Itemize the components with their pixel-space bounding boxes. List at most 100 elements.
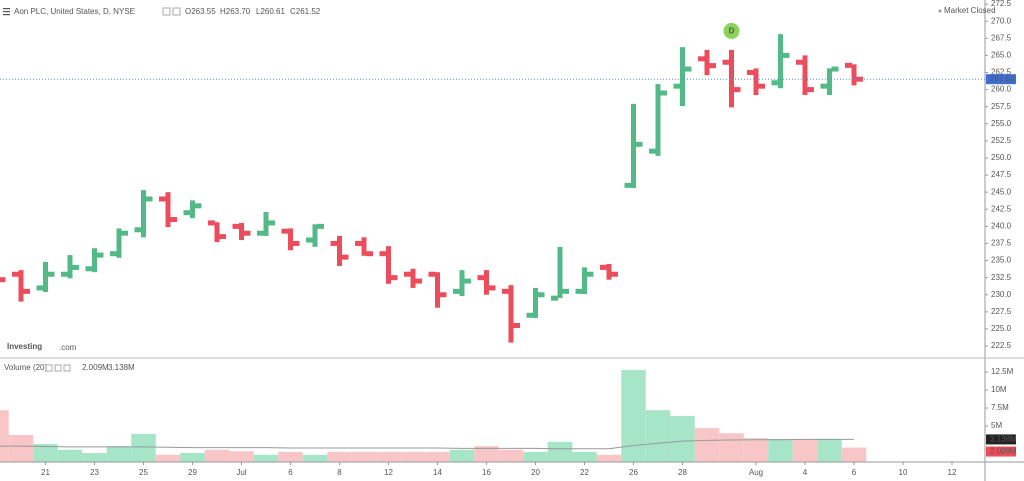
legend-value: H263.70: [220, 7, 251, 16]
volume-bar: [33, 444, 58, 462]
ohlc-range: [557, 246, 563, 299]
x-tick-label: 8: [337, 468, 342, 477]
ohlc-open: [404, 271, 411, 277]
ohlc-open: [134, 227, 142, 233]
y-tick-label: 227.5: [991, 307, 1012, 316]
ohlc-close: [562, 288, 569, 294]
ohlc-close: [366, 251, 373, 257]
ohlc-range: [533, 287, 538, 318]
ohlc-open: [747, 69, 754, 75]
volume-bar: [180, 453, 205, 462]
y-tick-label: 265.0: [991, 51, 1012, 60]
volume-bar: [792, 438, 818, 462]
ohlc-open: [502, 288, 509, 294]
ohlc-close: [415, 278, 422, 284]
ohlc-open: [36, 285, 44, 291]
volume-value-box: [986, 446, 1016, 457]
volume-y-tick-label: 5M: [991, 421, 1002, 430]
ohlc-open: [722, 59, 730, 65]
x-tick-label: 21: [41, 468, 50, 477]
volume-bar: [204, 449, 230, 462]
volume-bar: [106, 446, 132, 462]
ohlc-open: [428, 271, 436, 277]
ohlc-close: [782, 52, 790, 58]
ohlc-range: [631, 103, 636, 189]
ohlc-close: [170, 217, 177, 223]
ohlc-close: [660, 90, 667, 96]
ohlc-close: [831, 66, 839, 72]
volume-bar: [229, 451, 254, 462]
ohlc-close: [684, 66, 692, 72]
ohlc-range: [655, 84, 661, 156]
volume-bar: [694, 428, 720, 462]
volume-bar: [841, 447, 867, 462]
x-tick-label: 10: [899, 468, 908, 477]
ohlc-open: [820, 83, 828, 89]
ohlc-range: [214, 222, 220, 243]
volume-legend: 2.009M: [82, 363, 109, 372]
ohlc-range: [802, 55, 808, 96]
x-tick-label: 12: [948, 468, 957, 477]
x-tick-label: 20: [531, 468, 540, 477]
volume-title: Volume (20): [4, 363, 47, 372]
x-tick-label: 14: [433, 468, 442, 477]
ohlc-open: [183, 210, 191, 216]
ohlc-range: [92, 248, 97, 273]
ohlc-close: [243, 230, 251, 236]
ohlc-close: [0, 277, 6, 283]
y-tick-label: 262.5: [991, 68, 1012, 77]
volume-y-tick-label: 10M: [991, 385, 1007, 394]
volume-bar: [253, 454, 279, 462]
x-tick-label: 26: [629, 468, 638, 477]
ohlc-range: [263, 211, 269, 236]
ohlc-open: [771, 80, 779, 86]
ohlc-open: [159, 196, 166, 202]
volume-y-tick-label: 12.5M: [991, 367, 1014, 376]
ohlc-range: [851, 64, 857, 86]
ohlc-open: [208, 220, 215, 226]
volume-value-label: 2.009M: [990, 447, 1017, 456]
volume-bar: [327, 451, 352, 462]
ohlc-close: [709, 63, 716, 69]
ohlc-range: [190, 200, 195, 219]
volume-bar: [155, 454, 181, 462]
ohlc-open: [257, 230, 264, 236]
last-price-label: 261.52: [990, 74, 1015, 83]
y-tick-label: 230.0: [991, 290, 1012, 299]
volume-ma-line: [0, 438, 855, 450]
volume-bar: [743, 438, 769, 462]
volume-bar: [302, 454, 328, 462]
ohlc-range: [141, 190, 146, 238]
volume-bar: [131, 433, 156, 462]
ma-value-box: [986, 434, 1016, 445]
ohlc-close: [96, 252, 104, 258]
ma-value-label: 3.138M: [990, 435, 1017, 444]
annotation-label: D: [729, 27, 735, 36]
volume-bar: [449, 449, 475, 462]
ohlc-close: [635, 141, 643, 147]
y-tick-label: 235.0: [991, 256, 1012, 265]
market-status: Market Closed: [944, 6, 996, 15]
y-tick-label: 222.5: [991, 341, 1012, 350]
ohlc-range: [43, 261, 48, 293]
ohlc-close: [586, 271, 594, 277]
volume-ma-legend: 3.138M: [108, 363, 135, 372]
volume-bar: [498, 449, 524, 462]
icon: [63, 364, 71, 372]
ohlc-range: [165, 192, 171, 228]
ohlc-open: [330, 240, 338, 246]
ohlc-open: [477, 275, 485, 281]
ohlc-close: [145, 196, 153, 202]
ohlc-range: [288, 228, 293, 251]
ohlc-close: [611, 271, 618, 277]
brand-suffix: .com: [59, 343, 77, 352]
menu-icon: [3, 11, 10, 13]
x-tick-label: 25: [139, 468, 148, 477]
brand-name: Investing: [7, 342, 42, 351]
ohlc-range: [312, 224, 318, 247]
y-tick-label: 270.0: [991, 16, 1012, 25]
icon: [172, 7, 181, 16]
ohlc-open: [551, 295, 558, 301]
ohlc-open: [355, 240, 362, 246]
y-tick-label: 257.5: [991, 102, 1012, 111]
